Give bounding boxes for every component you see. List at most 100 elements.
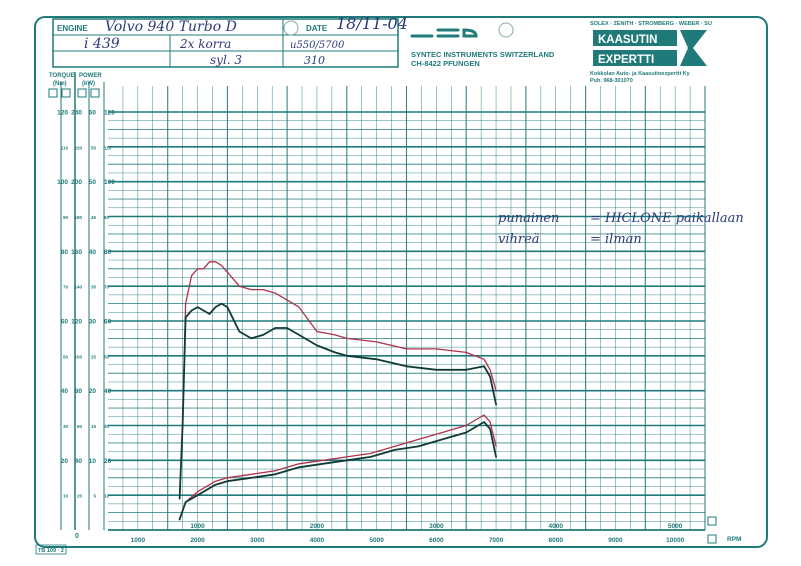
punch-hole — [498, 22, 514, 38]
torque-unit: (Nm) — [53, 81, 67, 87]
x-tick-label: 5000 — [369, 537, 384, 544]
y-tick-label: 160 — [71, 249, 82, 256]
x-tick-label: 7000 — [489, 537, 504, 544]
y-tick-label: 30 — [63, 424, 69, 429]
x-tick-label: 9000 — [608, 537, 623, 544]
y-tick-label: 100 — [57, 179, 68, 186]
sheet-frame — [34, 16, 768, 548]
y-tick-label: 55 — [91, 145, 97, 150]
logo-line2: EXPERTTI — [598, 54, 654, 66]
header-cell: 310 — [304, 54, 325, 67]
header-cell: i 439 — [84, 36, 120, 52]
torque-header: TORQUE — [49, 73, 75, 79]
y-scale: 120 110 100 90 80 70 60 50 40 30 20 10 240 220 200 180 1… — [57, 72, 115, 530]
y-tick-label: 180 — [74, 215, 82, 220]
y-tick-label: 50 — [63, 354, 69, 359]
y-tick-label: 80 — [75, 388, 83, 395]
y-tick-label: 200 — [71, 179, 82, 186]
series-line-power — [178, 421, 497, 521]
origin-label: 0 — [75, 533, 79, 540]
y-tick-label: 10 — [104, 494, 110, 499]
header-table: ENGINE Volvo 940 Turbo D DATE 18/11-04 i… — [52, 14, 514, 68]
y-tick-label: 70 — [104, 285, 110, 290]
header-cell: 2x korra — [179, 37, 231, 51]
logo-line1: KAASUTIN — [598, 34, 657, 46]
x-tick-label: 5000 — [668, 523, 683, 530]
x-tick-label: 2000 — [310, 523, 325, 530]
y-tick-label: 110 — [104, 145, 112, 150]
y-tick-label: 120 — [57, 110, 68, 117]
y-tick-label: 220 — [74, 145, 82, 150]
annotation-right: = ilman — [590, 232, 642, 247]
header-cell: syl. 3 — [210, 53, 242, 67]
header-cell: u550/5700 — [290, 40, 345, 51]
y-tick-label: 80 — [61, 249, 69, 256]
y-tick-label: 40 — [75, 458, 83, 465]
manufacturer-line2: CH-8422 PFUNGEN — [411, 59, 480, 68]
x-tick-label: 2000 — [190, 537, 205, 544]
date-value: 18/11-04 — [336, 14, 408, 33]
y-tick-label: 45 — [91, 215, 97, 220]
y-tick-label: 5 — [93, 494, 96, 499]
company-name: Kokkolan Auto- ja Kaasutinexpertti Ky — [590, 71, 691, 77]
y-tick-label: 80 — [104, 249, 112, 256]
y-tick-label: 25 — [91, 354, 97, 359]
syntec-logo-icon — [410, 28, 478, 38]
y-tick-label: 40 — [104, 388, 112, 395]
y-tick-label: 60 — [77, 424, 83, 429]
y-tick-label: 50 — [89, 179, 97, 186]
x-tick-label: 6000 — [429, 537, 444, 544]
y-tick-label: 60 — [61, 319, 69, 326]
x-tick-label: 3000 — [250, 537, 265, 544]
y-tick-label: 120 — [104, 110, 115, 117]
series-line-torque — [178, 302, 497, 500]
scale-checkbox — [61, 88, 71, 98]
x-axis-label: RPM — [727, 536, 741, 543]
x-tick-label: 4000 — [549, 523, 564, 530]
series-line-power — [178, 414, 497, 521]
plot-area — [178, 261, 497, 521]
logo-x-icon — [680, 30, 707, 66]
y-tick-label: 90 — [104, 215, 110, 220]
y-tick-label: 240 — [71, 110, 82, 117]
y-tick-label: 50 — [104, 354, 110, 359]
scale-checkbox — [90, 88, 100, 98]
y-tick-label: 20 — [77, 494, 83, 499]
y-tick-label: 60 — [104, 319, 112, 326]
engine-label: ENGINE — [57, 24, 88, 33]
brands-line: SOLEX · ZENITH · STROMBERG · WEBER · SU — [590, 21, 712, 27]
y-tick-label: 30 — [104, 424, 110, 429]
date-label: DATE — [306, 24, 328, 33]
y-tick-label: 100 — [104, 179, 115, 186]
annotation-left: vihreä — [498, 232, 540, 247]
y-tick-label: 20 — [61, 458, 69, 465]
y-tick-label: 140 — [74, 285, 82, 290]
y-tick-label: 10 — [63, 494, 69, 499]
power-header: POWER — [79, 73, 102, 79]
y-tick-label: 20 — [104, 458, 112, 465]
x-tick-label: 4000 — [310, 537, 325, 544]
y-tick-label: 15 — [91, 424, 97, 429]
y-tick-label: 10 — [89, 458, 97, 465]
scale-checkbox — [707, 516, 717, 526]
y-tick-label: 40 — [89, 249, 97, 256]
scale-checkbox — [77, 88, 87, 98]
manufacturer-line1: SYNTEC INSTRUMENTS SWITZERLAND — [411, 50, 555, 59]
y-tick-label: 35 — [91, 285, 97, 290]
y-tick-label: 60 — [89, 110, 97, 117]
y-tick-label: 100 — [74, 354, 82, 359]
y-tick-label: 110 — [61, 145, 69, 150]
series-line-torque — [178, 261, 497, 500]
form-code: TB 109 · 2 — [38, 548, 64, 554]
x-tick-label: 1000 — [131, 537, 146, 544]
y-tick-label: 20 — [89, 388, 97, 395]
x-tick-label: 8000 — [549, 537, 564, 544]
x-tick-label: 1000 — [190, 523, 205, 530]
x-tick-label: 3000 — [429, 523, 444, 530]
punch-hole — [283, 20, 299, 36]
y-tick-label: 120 — [71, 319, 82, 326]
kaasutin-expertti-logo: SOLEX · ZENITH · STROMBERG · WEBER · SU … — [590, 21, 712, 84]
y-tick-label: 40 — [61, 388, 69, 395]
x-tick-label: 10000 — [666, 537, 684, 544]
